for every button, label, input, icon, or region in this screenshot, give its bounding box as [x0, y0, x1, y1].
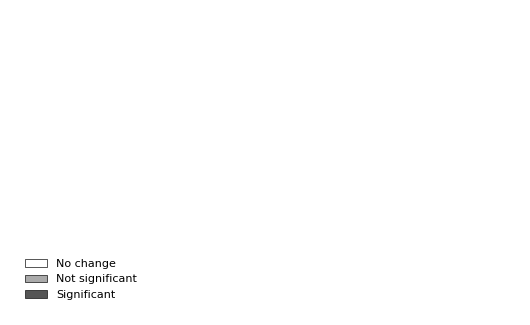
- Legend: No change, Not significant, Significant: No change, Not significant, Significant: [21, 254, 142, 305]
